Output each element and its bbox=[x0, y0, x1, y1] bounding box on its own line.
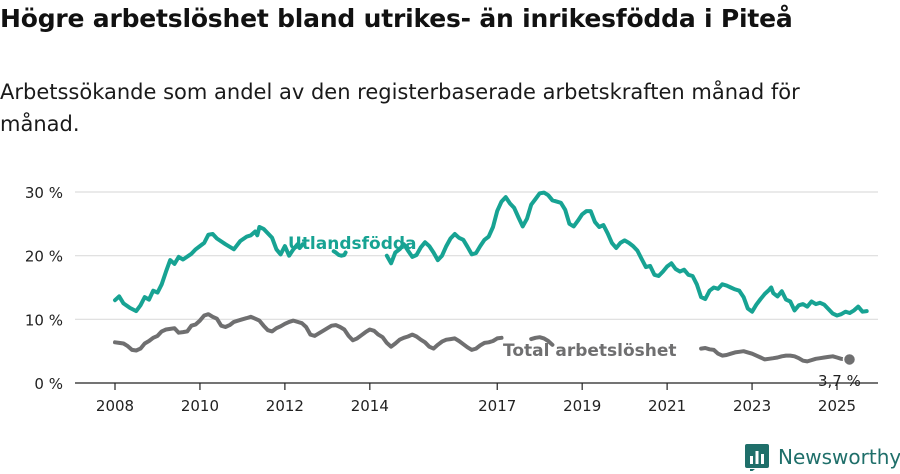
x-tick-label-2010: 2010 bbox=[181, 397, 219, 415]
brand: Newsworthy bbox=[744, 441, 900, 473]
series-line-foreign-seg-2 bbox=[331, 249, 348, 258]
y-tick-label-20: 20 % bbox=[25, 248, 63, 266]
series-line-foreign-seg-1 bbox=[113, 225, 305, 314]
x-tick-label-2025: 2025 bbox=[818, 397, 856, 415]
x-tick-label-2017: 2017 bbox=[478, 397, 516, 415]
end-point-dot bbox=[842, 352, 857, 367]
y-tick-label-0: 0 % bbox=[34, 375, 63, 393]
x-tick-label-2023: 2023 bbox=[733, 397, 771, 415]
y-tick-label-10: 10 % bbox=[25, 311, 63, 329]
chart-title: Högre arbetslöshet bland utrikes- än inr… bbox=[0, 4, 793, 33]
brand-name: Newsworthy bbox=[778, 445, 900, 469]
series-line-total-seg-1 bbox=[113, 312, 504, 353]
newsworthy-logo-icon bbox=[745, 444, 769, 471]
end-value-label: 3,7 % bbox=[818, 372, 861, 390]
series-label-total: Total arbetslöshet bbox=[503, 341, 677, 361]
x-tick-label-2019: 2019 bbox=[563, 397, 601, 415]
series-label-foreign: Utlandsfödda bbox=[288, 234, 417, 254]
series-line-total-seg-3 bbox=[699, 346, 848, 364]
y-tick-label-30: 30 % bbox=[25, 184, 63, 202]
x-tick-label-2012: 2012 bbox=[266, 397, 304, 415]
chart-subtitle: Arbetssökande som andel av den registerb… bbox=[0, 80, 800, 136]
x-tick-label-2014: 2014 bbox=[351, 397, 389, 415]
x-tick-label-2021: 2021 bbox=[648, 397, 686, 415]
x-tick-label-2008: 2008 bbox=[96, 397, 134, 415]
series-line-foreign-seg-3 bbox=[384, 190, 869, 318]
series-line-total-seg-2 bbox=[529, 335, 555, 347]
